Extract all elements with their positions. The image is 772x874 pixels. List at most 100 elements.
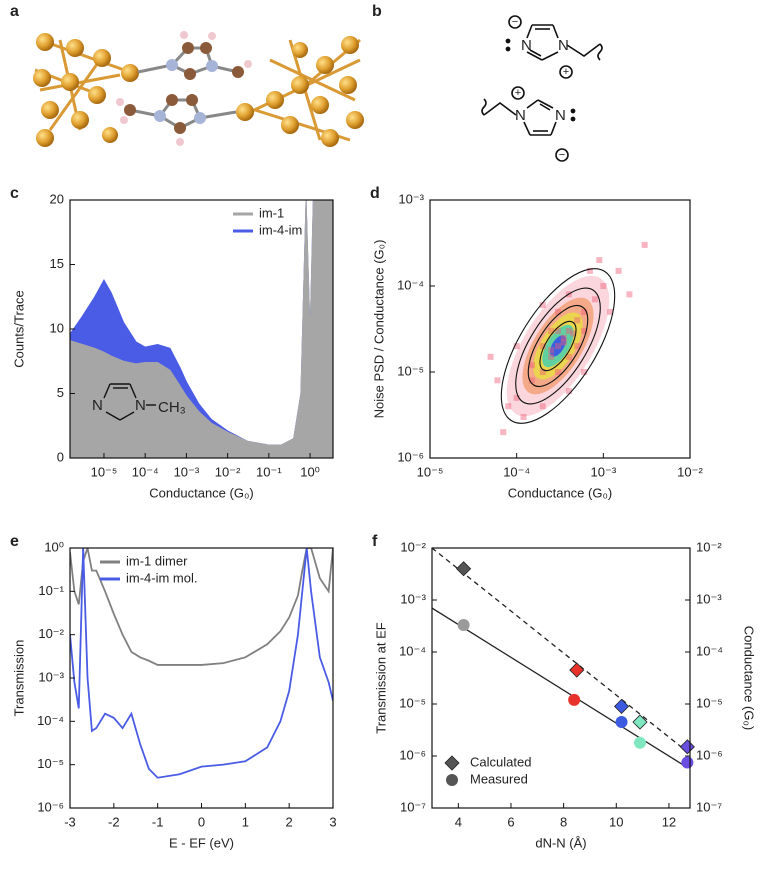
marker [633, 736, 646, 749]
y-tick-label: 15 [50, 256, 64, 271]
marker [500, 429, 507, 436]
marker [591, 296, 598, 303]
marker [581, 327, 588, 334]
y-tick-label: 10⁻³ [398, 191, 424, 206]
marker [570, 330, 577, 337]
marker [528, 362, 535, 369]
marker [494, 377, 501, 384]
marker [513, 394, 520, 401]
y-tick-label: 20 [50, 191, 64, 206]
marker [565, 327, 572, 334]
structure-b [481, 15, 603, 162]
x-tick-label: 10⁻³ [591, 464, 617, 479]
y-axis-label: Transmission [11, 640, 26, 717]
x-tick-label: 10⁻³ [174, 464, 200, 479]
marker [574, 343, 581, 350]
x-tick-label: 10⁻¹ [256, 464, 282, 479]
marker [586, 267, 593, 274]
x-tick-label: 2 [286, 814, 293, 829]
legend-swatch [444, 755, 460, 771]
marker [520, 413, 527, 420]
x-tick-label: 6 [507, 814, 514, 829]
x-tick-label: 8 [560, 814, 567, 829]
marker [626, 291, 633, 298]
marker [548, 353, 555, 360]
x-tick-label: 12 [662, 814, 676, 829]
marker [539, 343, 546, 350]
atom-label: N [521, 37, 532, 54]
legend-label: im-4-im mol. [126, 570, 198, 585]
y-tick-label: 10 [50, 320, 64, 335]
x-tick-label: 10⁰ [300, 464, 320, 479]
charge: − [512, 16, 518, 28]
inset-label: N [135, 397, 146, 414]
marker [457, 619, 470, 632]
x-tick-label: 10⁻⁵ [417, 464, 444, 479]
legend-swatch [446, 774, 458, 786]
x-tick-label: -3 [64, 814, 76, 829]
charge: + [515, 87, 521, 99]
marker [641, 241, 648, 248]
marker [615, 267, 622, 274]
y-tick-label: 10⁻⁶ [37, 799, 64, 814]
x-tick-label: 0 [198, 814, 205, 829]
marker [581, 308, 588, 315]
y-tick-label: 10⁻⁵ [399, 695, 426, 710]
atom-label: N [558, 37, 569, 54]
y-tick-label: 10⁻³ [38, 669, 64, 684]
x-tick-label: 1 [242, 814, 249, 829]
y-tick-label: 10⁻⁴ [37, 713, 64, 728]
marker [555, 369, 562, 375]
y-tick-label: 10⁻⁷ [400, 799, 426, 814]
x-tick-label: 10 [609, 814, 623, 829]
marker [555, 343, 562, 350]
y2-tick-label: 10⁻⁵ [696, 695, 723, 710]
marker [548, 327, 555, 334]
marker [548, 347, 555, 354]
y-axis-label: Noise PSD / Conductance (G₀) [371, 240, 386, 419]
marker [456, 561, 472, 577]
marker [555, 308, 562, 315]
y-tick-label: 10⁻⁴ [399, 643, 426, 658]
panel-label: b [372, 3, 382, 20]
y2-axis-label: Conductance (G₀) [742, 626, 757, 730]
y-tick-label: 10⁰ [44, 539, 64, 554]
legend-label: im-1 dimer [126, 553, 188, 568]
x-tick-label: 10⁻⁴ [132, 464, 159, 479]
marker [560, 334, 567, 341]
marker [555, 327, 562, 334]
y-tick-label: 10⁻⁶ [399, 747, 426, 762]
y-tick-label: 10⁻³ [400, 591, 426, 606]
y2-tick-label: 10⁻⁷ [696, 799, 722, 814]
x-axis-label: dN-N (Å) [535, 835, 586, 850]
y-tick-label: 10⁻² [400, 539, 426, 554]
y-tick-label: 10⁻⁵ [37, 756, 64, 771]
y2-tick-label: 10⁻³ [696, 591, 722, 606]
y2-tick-label: 10⁻⁴ [696, 643, 723, 658]
marker [528, 377, 535, 384]
plot-frame [69, 547, 334, 809]
plot-area [70, 548, 333, 779]
marker [487, 353, 494, 360]
marker [565, 388, 572, 395]
marker [505, 403, 512, 410]
marker [596, 257, 603, 264]
plot-area [432, 548, 688, 769]
inset-label: CH₃ [158, 399, 186, 416]
molecule-dimer [116, 31, 252, 146]
marker [613, 698, 630, 714]
legend-label: Calculated [470, 754, 531, 769]
marker [581, 369, 588, 375]
x-tick-label: 10⁻² [677, 464, 703, 479]
x-tick-label: 4 [455, 814, 462, 829]
marker [539, 369, 546, 375]
y2-tick-label: 10⁻² [696, 539, 722, 554]
y-tick-label: 10⁻⁶ [397, 449, 424, 464]
fit-line [432, 548, 688, 753]
marker [615, 716, 628, 729]
marker [560, 339, 567, 346]
x-tick-label: -1 [152, 814, 164, 829]
panel-label: a [10, 3, 19, 20]
y2-tick-label: 10⁻⁶ [696, 747, 723, 762]
